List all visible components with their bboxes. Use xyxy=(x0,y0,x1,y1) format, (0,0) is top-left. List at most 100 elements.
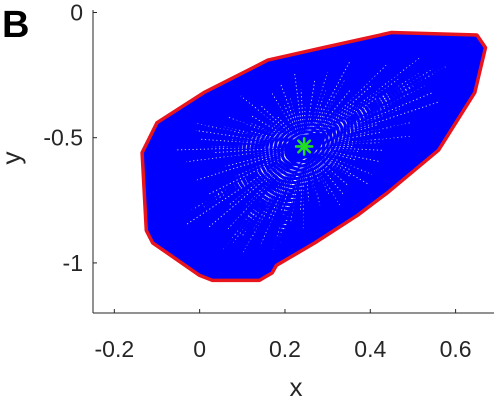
trajectory-gap xyxy=(300,89,305,136)
trajectory-gap xyxy=(271,123,294,140)
trajectory-gap xyxy=(186,157,287,225)
y-tick-label: -1 xyxy=(63,250,83,276)
trajectory-gap xyxy=(318,84,374,134)
trajectory-line xyxy=(303,33,449,148)
trajectory-line xyxy=(271,146,305,274)
trajectory-line xyxy=(303,61,483,148)
trajectory-line xyxy=(151,132,305,148)
trajectory-line xyxy=(304,145,431,158)
trajectory-line xyxy=(303,145,378,201)
trajectory-line xyxy=(303,146,364,213)
hull-outline xyxy=(140,30,488,283)
trajectory-line xyxy=(235,146,305,281)
trajectory-line xyxy=(303,33,435,148)
trajectory-gap xyxy=(294,73,304,136)
trajectory-line xyxy=(294,146,305,255)
center-marker-stroke xyxy=(297,139,312,154)
trajectory-line xyxy=(285,55,305,147)
x-axis-label: x xyxy=(290,372,303,401)
trajectory-line xyxy=(256,65,305,147)
trajectory-line xyxy=(303,145,405,180)
trajectory-line xyxy=(304,145,422,166)
trajectory-line xyxy=(303,42,347,147)
trajectory-line xyxy=(303,44,336,147)
trajectory-line xyxy=(303,145,368,209)
trajectory-line xyxy=(267,59,305,147)
y-tick-label: 0 xyxy=(70,0,83,26)
trajectory-line xyxy=(303,91,476,148)
trajectory-gap xyxy=(250,136,287,144)
trajectory-gap xyxy=(299,159,303,175)
trajectory-line xyxy=(144,145,305,206)
x-tick-label: 0.4 xyxy=(354,336,386,362)
trajectory-line xyxy=(188,102,305,148)
trajectory-gap xyxy=(201,138,286,146)
trajectory-line xyxy=(160,145,305,249)
trajectory-line xyxy=(304,130,451,148)
trajectory-gap xyxy=(305,80,316,135)
trajectory-line xyxy=(143,145,305,180)
trajectory-line xyxy=(303,54,485,148)
trajectory-line xyxy=(276,57,305,147)
trajectory-line xyxy=(144,145,305,193)
trajectory-line xyxy=(145,145,305,219)
trajectory-line xyxy=(303,44,485,148)
trajectory-gap xyxy=(325,121,360,138)
trajectory-line xyxy=(303,34,464,148)
trajectory-line xyxy=(303,32,407,147)
trajectory-line xyxy=(303,146,330,234)
trajectory-gap xyxy=(197,152,286,181)
trajectory-line xyxy=(303,47,325,147)
trajectory-gap xyxy=(289,160,303,224)
trajectory-line xyxy=(303,51,306,147)
trajectory-line xyxy=(224,81,305,148)
trajectory-gap xyxy=(277,162,296,197)
trajectory-gap xyxy=(267,162,297,221)
trajectory-line xyxy=(142,145,305,167)
trajectory-gap xyxy=(276,115,297,139)
trajectory-lines xyxy=(142,32,486,281)
trajectory-line xyxy=(145,145,305,232)
trajectory-line xyxy=(303,146,344,225)
trajectory-line xyxy=(301,146,305,251)
x-tick-label: 0.2 xyxy=(269,336,301,362)
trajectory-gap xyxy=(325,85,425,137)
hull-line xyxy=(140,30,488,283)
trajectory-line xyxy=(288,146,305,258)
trajectory-line xyxy=(235,75,305,147)
trajectory-gap xyxy=(225,150,286,167)
trajectory-line xyxy=(303,146,323,239)
trajectory-line xyxy=(246,70,305,147)
trajectory-gap xyxy=(307,72,328,135)
trajectory-line xyxy=(172,112,305,148)
trajectory-gap xyxy=(227,160,291,230)
trajectory-gap xyxy=(280,162,299,213)
trajectory-line xyxy=(146,142,305,148)
trajectory-line xyxy=(180,107,305,148)
y-axis-label: y xyxy=(0,152,26,165)
trajectory-gap xyxy=(223,161,293,250)
trajectory-gap xyxy=(314,90,350,134)
trajectory-line xyxy=(175,145,305,260)
trajectory-line xyxy=(149,137,305,148)
trajectory-line xyxy=(303,146,351,221)
trajectory-line xyxy=(304,120,457,148)
panel-label: B xyxy=(2,4,29,46)
trajectory-line xyxy=(294,53,305,147)
trajectory-gap xyxy=(254,149,285,157)
trajectory-gap xyxy=(325,104,392,137)
trajectory-gap xyxy=(259,104,296,139)
trajectory-gap xyxy=(324,98,377,134)
trajectory-line xyxy=(144,145,305,149)
trajectory-line xyxy=(304,101,469,148)
trajectory-gap xyxy=(304,158,310,201)
trajectory-gap xyxy=(250,115,293,141)
trajectory-line xyxy=(303,145,383,198)
trajectory-line xyxy=(303,146,337,230)
trajectory-line xyxy=(303,145,373,205)
trajectory-line xyxy=(227,146,305,281)
trajectory-line xyxy=(282,146,305,262)
trajectory-line xyxy=(199,146,305,276)
trajectory-gap xyxy=(324,92,390,134)
trajectory-line xyxy=(303,49,315,147)
